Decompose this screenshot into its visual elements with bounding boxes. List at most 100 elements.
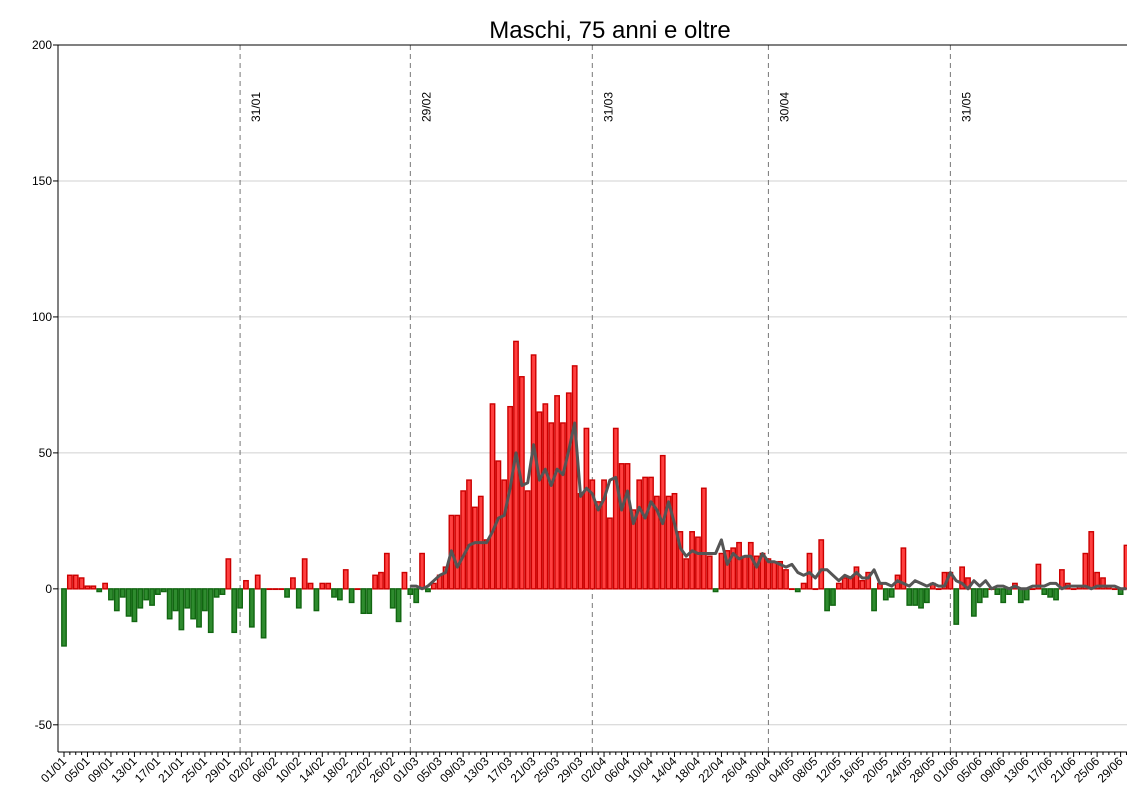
y-tick-label: 150 (32, 174, 52, 188)
bar (1017, 588, 1024, 604)
bar (794, 588, 801, 593)
x-tick-label: 08/05 (789, 754, 820, 785)
bar (466, 479, 472, 590)
x-tick-label: 18/04 (672, 754, 703, 785)
month-label: 31/05 (959, 92, 973, 122)
bar (589, 479, 596, 590)
bar (530, 354, 537, 590)
bar (78, 577, 85, 590)
bar (160, 588, 167, 593)
bar (712, 588, 719, 593)
y-tick-label: 200 (32, 38, 52, 52)
bar (284, 588, 290, 598)
bar (970, 588, 977, 617)
y-tick-label: 100 (32, 310, 52, 324)
bar (401, 571, 408, 590)
bar (765, 558, 772, 590)
bar (125, 588, 132, 617)
bar (800, 582, 807, 590)
bar (1082, 552, 1089, 590)
bar (1111, 588, 1118, 591)
month-label: 29/02 (419, 92, 433, 122)
bar (835, 582, 842, 590)
x-tick-label: 09/03 (437, 754, 468, 785)
bar (1029, 588, 1036, 591)
bar (612, 427, 619, 590)
bar (859, 579, 866, 590)
x-tick-label: 13/06 (1001, 754, 1032, 785)
x-tick-label: 01/01 (38, 754, 69, 785)
x-tick-label: 17/06 (1024, 754, 1055, 785)
bar (407, 588, 414, 595)
bar (266, 588, 273, 591)
bar (548, 422, 555, 590)
x-tick-label: 01/03 (390, 754, 421, 785)
bar (724, 550, 731, 590)
x-tick-label: 13/03 (461, 754, 492, 785)
bar (483, 539, 490, 590)
bar (918, 588, 924, 609)
bar (618, 463, 625, 590)
bar (395, 588, 402, 623)
bar (149, 588, 155, 606)
x-tick-label: 29/01 (202, 754, 233, 785)
bar (378, 571, 384, 590)
bar (571, 365, 578, 590)
bar (830, 588, 836, 606)
bar (671, 492, 678, 590)
bar (624, 463, 631, 590)
bar (665, 495, 672, 590)
x-tick-label: 21/06 (1048, 754, 1079, 785)
bar (753, 555, 760, 590)
bar (472, 506, 478, 590)
bar (119, 588, 126, 598)
bar (653, 495, 660, 590)
bar (260, 588, 267, 639)
bar (912, 588, 919, 606)
bar (788, 588, 795, 591)
bar (777, 560, 784, 590)
bar (542, 403, 549, 590)
bar (372, 574, 379, 590)
bar (196, 588, 202, 628)
bar (871, 588, 877, 612)
bar (630, 509, 637, 590)
x-tick-label: 17/01 (132, 754, 163, 785)
bar (783, 569, 789, 590)
bar (560, 422, 566, 590)
bar (700, 487, 707, 590)
bar (278, 588, 285, 591)
x-tick-label: 14/04 (648, 754, 679, 785)
bar (272, 588, 279, 591)
bar (348, 588, 355, 604)
bar (888, 588, 895, 598)
x-tick-label: 09/06 (977, 754, 1008, 785)
bar (583, 427, 590, 590)
bar (319, 582, 326, 590)
y-tick-label: 0 (45, 582, 52, 596)
bar (190, 588, 197, 620)
bar (213, 588, 220, 598)
bar (389, 588, 396, 609)
x-tick-label: 24/05 (883, 754, 914, 785)
bar (841, 577, 848, 590)
bar (1047, 588, 1054, 598)
x-tick-label: 10/02 (273, 754, 304, 785)
bar (108, 588, 114, 601)
bar (61, 588, 67, 647)
bar (536, 411, 543, 590)
bar (237, 588, 243, 609)
bar (1041, 588, 1048, 595)
x-tick-label: 18/02 (320, 754, 351, 785)
bar (595, 501, 602, 590)
bar (976, 588, 983, 604)
bar (923, 588, 930, 604)
bar (900, 547, 907, 590)
bar (982, 588, 989, 598)
bar (219, 588, 226, 595)
bar (96, 588, 103, 593)
x-tick-label: 06/02 (249, 754, 280, 785)
bar (243, 579, 249, 590)
bar (501, 479, 508, 590)
x-tick-label: 05/01 (61, 754, 92, 785)
